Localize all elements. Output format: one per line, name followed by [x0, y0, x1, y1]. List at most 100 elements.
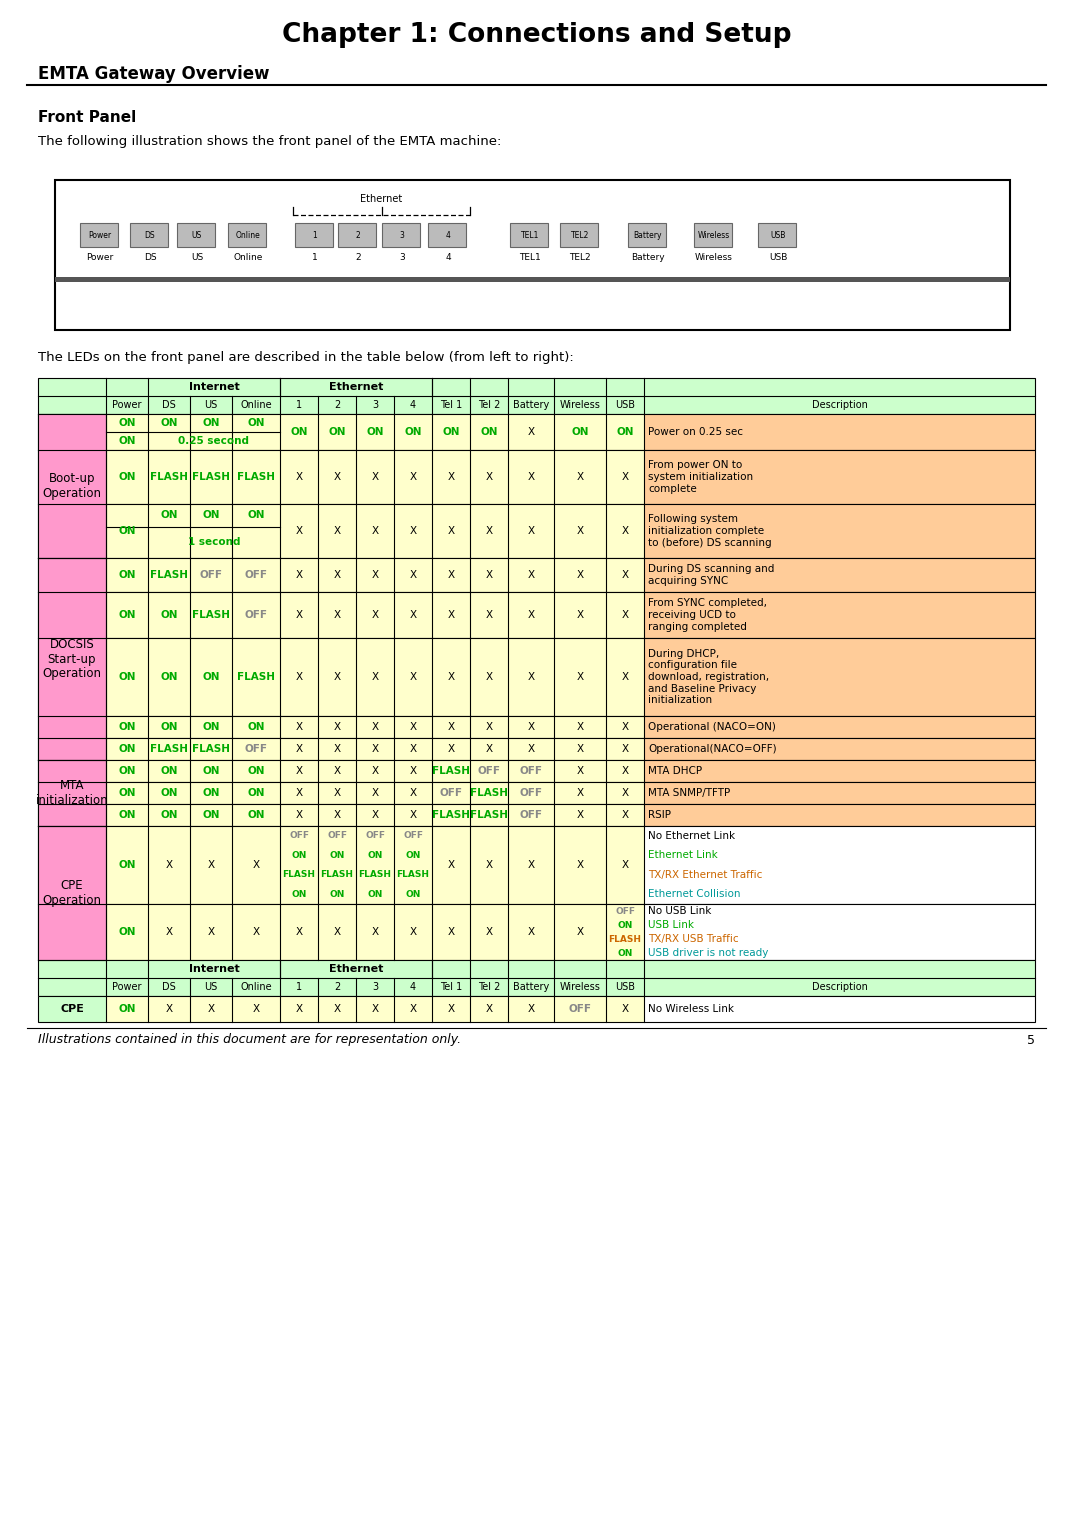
Bar: [644, 592, 1035, 638]
Text: 4: 4: [410, 401, 416, 410]
Text: The LEDs on the front panel are described in the table below (from left to right: The LEDs on the front panel are describe…: [38, 352, 574, 364]
Text: X: X: [334, 766, 340, 777]
Text: X: X: [485, 859, 493, 870]
Text: X: X: [410, 472, 416, 482]
Text: ON: ON: [247, 511, 265, 520]
Text: ON: ON: [617, 948, 633, 957]
Text: X: X: [621, 859, 629, 870]
Text: X: X: [252, 927, 260, 937]
Bar: [38, 760, 106, 781]
Text: ON: ON: [118, 570, 136, 579]
Bar: [38, 826, 106, 960]
Text: 1: 1: [312, 254, 318, 263]
Text: X: X: [576, 766, 584, 777]
Text: FLASH: FLASH: [150, 570, 188, 579]
Text: X: X: [334, 927, 340, 937]
Text: X: X: [410, 673, 416, 682]
Text: X: X: [485, 1005, 493, 1014]
Text: Power: Power: [113, 401, 142, 410]
Bar: [55, 180, 1010, 330]
Text: X: X: [447, 472, 455, 482]
Text: X: X: [621, 610, 629, 619]
Text: ON: ON: [366, 427, 384, 437]
Text: ON: ON: [118, 766, 136, 777]
Text: X: X: [295, 722, 303, 732]
Text: ON: ON: [160, 722, 178, 732]
Text: RSIP: RSIP: [648, 810, 671, 820]
Text: MTA SNMP/TFTP: MTA SNMP/TFTP: [648, 787, 731, 798]
Text: ON: ON: [291, 427, 308, 437]
Text: ON: ON: [291, 850, 307, 859]
Text: CPE: CPE: [60, 1005, 84, 1014]
Bar: [38, 592, 1035, 638]
Text: OFF: OFF: [403, 832, 423, 841]
Text: X: X: [295, 766, 303, 777]
Text: Ethernet Collision: Ethernet Collision: [648, 890, 740, 899]
Text: X: X: [528, 427, 534, 437]
Text: X: X: [447, 673, 455, 682]
Text: FLASH: FLASH: [358, 870, 392, 879]
Text: X: X: [371, 927, 379, 937]
Text: TX/RX Ethernet Traffic: TX/RX Ethernet Traffic: [648, 870, 763, 879]
Text: FLASH: FLASH: [470, 810, 508, 820]
Text: OFF: OFF: [245, 610, 267, 619]
Text: X: X: [528, 570, 534, 579]
Text: Power: Power: [113, 982, 142, 992]
Text: ON: ON: [367, 850, 383, 859]
Text: X: X: [576, 787, 584, 798]
Text: X: X: [334, 610, 340, 619]
Text: X: X: [576, 472, 584, 482]
Text: X: X: [165, 1005, 173, 1014]
Text: FLASH: FLASH: [192, 610, 230, 619]
Text: OFF: OFF: [615, 907, 635, 916]
Text: X: X: [334, 810, 340, 820]
Bar: [130, 223, 168, 248]
Text: Online: Online: [233, 254, 263, 263]
Bar: [38, 592, 106, 638]
Text: USB: USB: [615, 401, 635, 410]
Text: ON: ON: [616, 427, 634, 437]
Bar: [38, 716, 1035, 739]
Bar: [644, 558, 1035, 592]
Text: 4: 4: [445, 254, 451, 263]
Text: X: X: [447, 745, 455, 754]
Bar: [38, 904, 1035, 960]
Text: ON: ON: [571, 427, 589, 437]
Text: FLASH: FLASH: [397, 870, 429, 879]
Text: X: X: [410, 927, 416, 937]
Text: X: X: [371, 610, 379, 619]
Bar: [38, 804, 1035, 826]
Bar: [560, 223, 598, 248]
Text: Description: Description: [811, 982, 867, 992]
Text: X: X: [371, 472, 379, 482]
Text: ON: ON: [328, 427, 346, 437]
Text: X: X: [295, 787, 303, 798]
Text: X: X: [334, 1005, 340, 1014]
Text: DS: DS: [162, 982, 176, 992]
Bar: [38, 558, 106, 592]
Text: Boot-up
Operation: Boot-up Operation: [43, 472, 102, 500]
Bar: [644, 904, 1035, 960]
Text: ON: ON: [247, 810, 265, 820]
Text: X: X: [576, 927, 584, 937]
Text: ON: ON: [118, 526, 136, 537]
Bar: [644, 638, 1035, 716]
Text: X: X: [576, 859, 584, 870]
Text: ON: ON: [202, 511, 220, 520]
Bar: [55, 277, 1010, 281]
Text: ON: ON: [202, 810, 220, 820]
Text: X: X: [295, 472, 303, 482]
Text: FLASH: FLASH: [470, 787, 508, 798]
Bar: [38, 904, 106, 960]
Text: 1 second: 1 second: [188, 537, 240, 547]
Text: 1: 1: [296, 982, 303, 992]
Bar: [38, 995, 1035, 1021]
Text: OFF: OFF: [327, 832, 347, 841]
Text: X: X: [528, 472, 534, 482]
Text: 0.25 second: 0.25 second: [178, 436, 250, 446]
Text: X: X: [165, 927, 173, 937]
Text: ON: ON: [202, 417, 220, 428]
Text: 3: 3: [399, 254, 405, 263]
Text: X: X: [334, 673, 340, 682]
Text: DS: DS: [162, 401, 176, 410]
